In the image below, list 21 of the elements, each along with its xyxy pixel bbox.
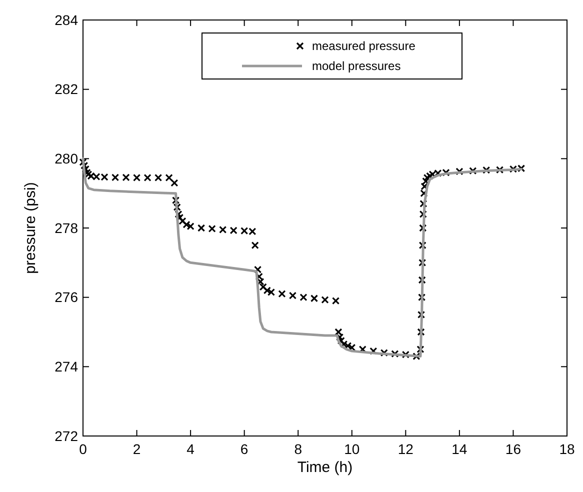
x-axis-title: Time (h) (297, 459, 353, 476)
y-tick-label: 282 (54, 81, 78, 98)
y-tick-label: 274 (54, 358, 78, 375)
y-tick-label: 272 (54, 428, 78, 444)
y-tick-label: 284 (54, 12, 78, 28)
x-tick-label: 2 (132, 441, 141, 457)
x-tick-label: 6 (240, 441, 248, 457)
x-tick-label: 12 (398, 441, 414, 457)
x-tick-label: 16 (505, 441, 522, 457)
x-tick-label: 14 (452, 441, 468, 457)
x-tick-label: 8 (294, 441, 302, 457)
x-tick-label: 10 (344, 441, 360, 457)
legend-label: measured pressure (312, 39, 416, 54)
legend-label: model pressures (312, 59, 401, 74)
x-tick-label: 4 (186, 441, 195, 457)
x-tick-label: 0 (79, 441, 88, 457)
y-axis-title: pressure (psi) (22, 182, 39, 274)
y-tick-label: 278 (54, 220, 78, 236)
x-tick-label: 18 (559, 441, 575, 457)
y-tick-label: 280 (54, 150, 78, 167)
y-tick-label: 276 (54, 289, 78, 306)
